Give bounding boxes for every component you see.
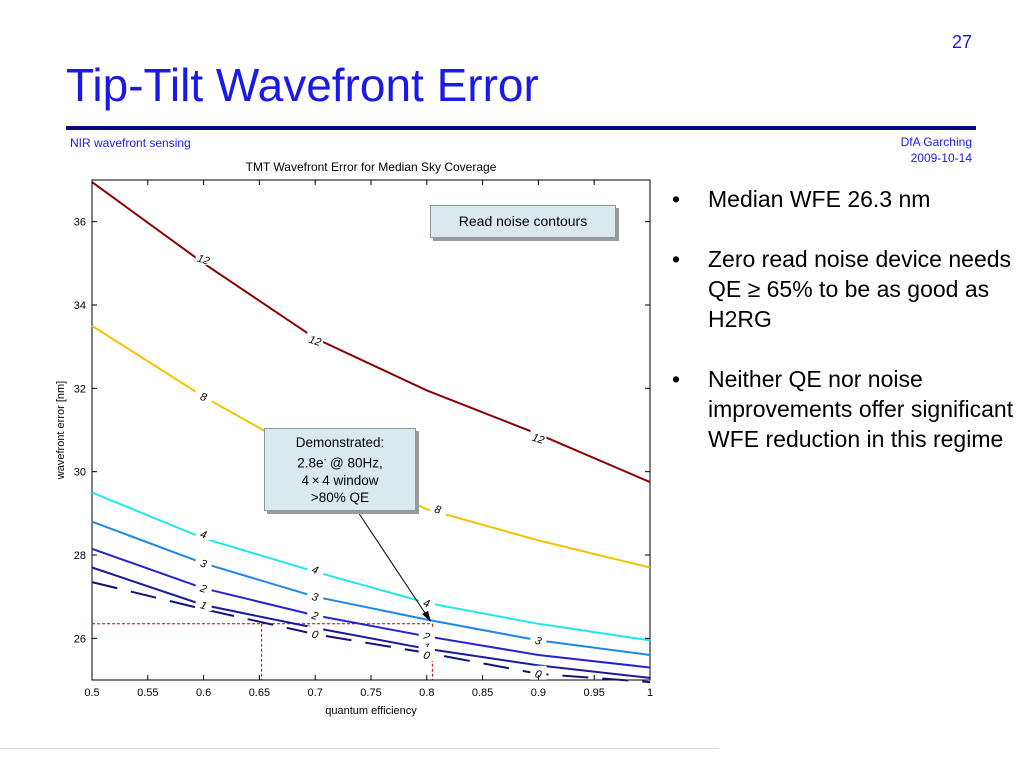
contour-label-bg	[418, 594, 435, 609]
contour-label-bg	[195, 388, 212, 403]
y-tick-label: 28	[74, 550, 86, 562]
callout-line3: 4 × 4 window	[301, 472, 379, 488]
contour-label-bg	[307, 588, 324, 603]
contour-label-bg	[307, 332, 324, 347]
contour-label-bg	[530, 430, 547, 445]
series-line-0	[91, 581, 651, 684]
header-left-text: NIR wavefront sensing	[70, 136, 191, 150]
x-tick-label: 0.7	[308, 687, 323, 699]
x-tick-label: 0.75	[360, 687, 381, 699]
contour-label-12: 12	[530, 432, 545, 447]
callout-line1: Demonstrated:	[295, 435, 385, 450]
x-tick-label: 0.5	[84, 687, 99, 699]
contour-label-2: 2	[309, 609, 319, 623]
bullet-list: Median WFE 26.3 nm Zero read noise devic…	[668, 184, 1018, 484]
callout-arrow-line	[357, 511, 430, 620]
footer-rule	[0, 748, 718, 749]
callout-line2-sup: -	[323, 455, 327, 464]
contour-label-4: 4	[199, 528, 209, 541]
x-axis-label: quantum efficiency	[325, 705, 417, 717]
demonstrated-callout: Demonstrated: 2.8e- @ 80Hz, 4 × 4 window…	[264, 428, 416, 511]
callout-line4: >80% QE	[310, 489, 370, 505]
contour-label-4: 4	[422, 597, 432, 610]
contour-label-12: 12	[307, 334, 322, 349]
contour-label-bg	[195, 251, 212, 266]
callout-arrow-head	[422, 611, 431, 622]
contour-label-bg	[418, 647, 435, 661]
contour-label-4: 4	[310, 564, 320, 577]
contour-label-bg	[195, 526, 212, 541]
contour-label-bg	[530, 632, 547, 647]
contour-label-2: 2	[421, 630, 431, 644]
chart-title: TMT Wavefront Error for Median Sky Cover…	[246, 160, 497, 174]
axis-ticks: 0.5 0.55 0.6 0.65 0.7 0.75 0.8 0.85 0.9 0.95 12628…	[74, 180, 653, 699]
contour-label-0: 0	[310, 628, 320, 642]
series-line-1	[91, 566, 651, 679]
bullet-item: Median WFE 26.3 nm	[668, 184, 1018, 214]
contour-label-3: 3	[533, 635, 543, 649]
contour-labels: 1212128844433322211000	[195, 251, 547, 682]
header-right-text: DfA Garching 2009-10-14	[820, 134, 972, 166]
series-lines	[91, 181, 651, 684]
x-tick-label: 0.95	[583, 687, 604, 699]
contour-label-0: 0	[533, 668, 543, 682]
callout-line2: 2.8e- @ 80Hz,	[265, 451, 415, 472]
slide-number: 27	[951, 32, 972, 52]
header-right-line2: 2009-10-14	[910, 151, 972, 165]
x-tick-label: 0.9	[531, 687, 546, 699]
contour-label-3: 3	[310, 591, 320, 605]
contour-label-bg	[307, 561, 324, 576]
contour-label-2: 2	[198, 582, 208, 596]
contour-label-8: 8	[433, 503, 443, 517]
reference-lines	[92, 623, 433, 680]
x-tick-label: 0.65	[249, 687, 270, 699]
contour-label-bg	[195, 580, 212, 595]
y-tick-label: 30	[74, 467, 86, 479]
x-tick-label: 0.85	[472, 687, 493, 699]
y-axis-label: wavefront error [nm]	[55, 381, 67, 480]
contour-label-bg	[195, 597, 212, 611]
callout-line2-post: @ 80Hz,	[326, 455, 383, 471]
contour-label-8: 8	[199, 391, 209, 405]
contour-label-bg	[429, 501, 446, 516]
series-line-4	[91, 491, 651, 642]
contour-label-bg	[195, 555, 212, 570]
y-tick-label: 34	[74, 300, 86, 312]
contour-label-bg	[530, 665, 547, 680]
x-tick-label: 0.55	[137, 687, 158, 699]
slide-title: Tip-Tilt Wavefront Error	[66, 59, 539, 111]
x-tick-label: 0.8	[419, 687, 434, 699]
read-noise-legend-box: Read noise contours	[430, 205, 616, 238]
header-right-line1: DfA Garching	[900, 135, 972, 149]
contour-label-bg	[307, 607, 324, 622]
contour-label-1: 1	[199, 599, 209, 612]
bullet-item: Zero read noise device needs QE ≥ 65% to…	[668, 244, 1018, 334]
series-line-12	[91, 181, 651, 484]
bullet-item: Neither QE nor noise improvements offer …	[668, 364, 1018, 454]
contour-label-12: 12	[196, 253, 211, 268]
callout-line2-pre: 2.8e	[297, 455, 324, 471]
y-tick-label: 32	[74, 383, 86, 395]
y-tick-label: 26	[74, 633, 86, 645]
x-tick-label: 1	[647, 687, 653, 699]
title-rule	[66, 126, 976, 130]
y-tick-label: 36	[74, 217, 86, 229]
series-line-2	[91, 547, 651, 669]
contour-label-bg	[307, 626, 324, 641]
contour-label-3: 3	[199, 558, 209, 572]
contour-label-0: 0	[422, 649, 432, 663]
series-line-3	[91, 520, 651, 656]
x-tick-label: 0.6	[196, 687, 211, 699]
